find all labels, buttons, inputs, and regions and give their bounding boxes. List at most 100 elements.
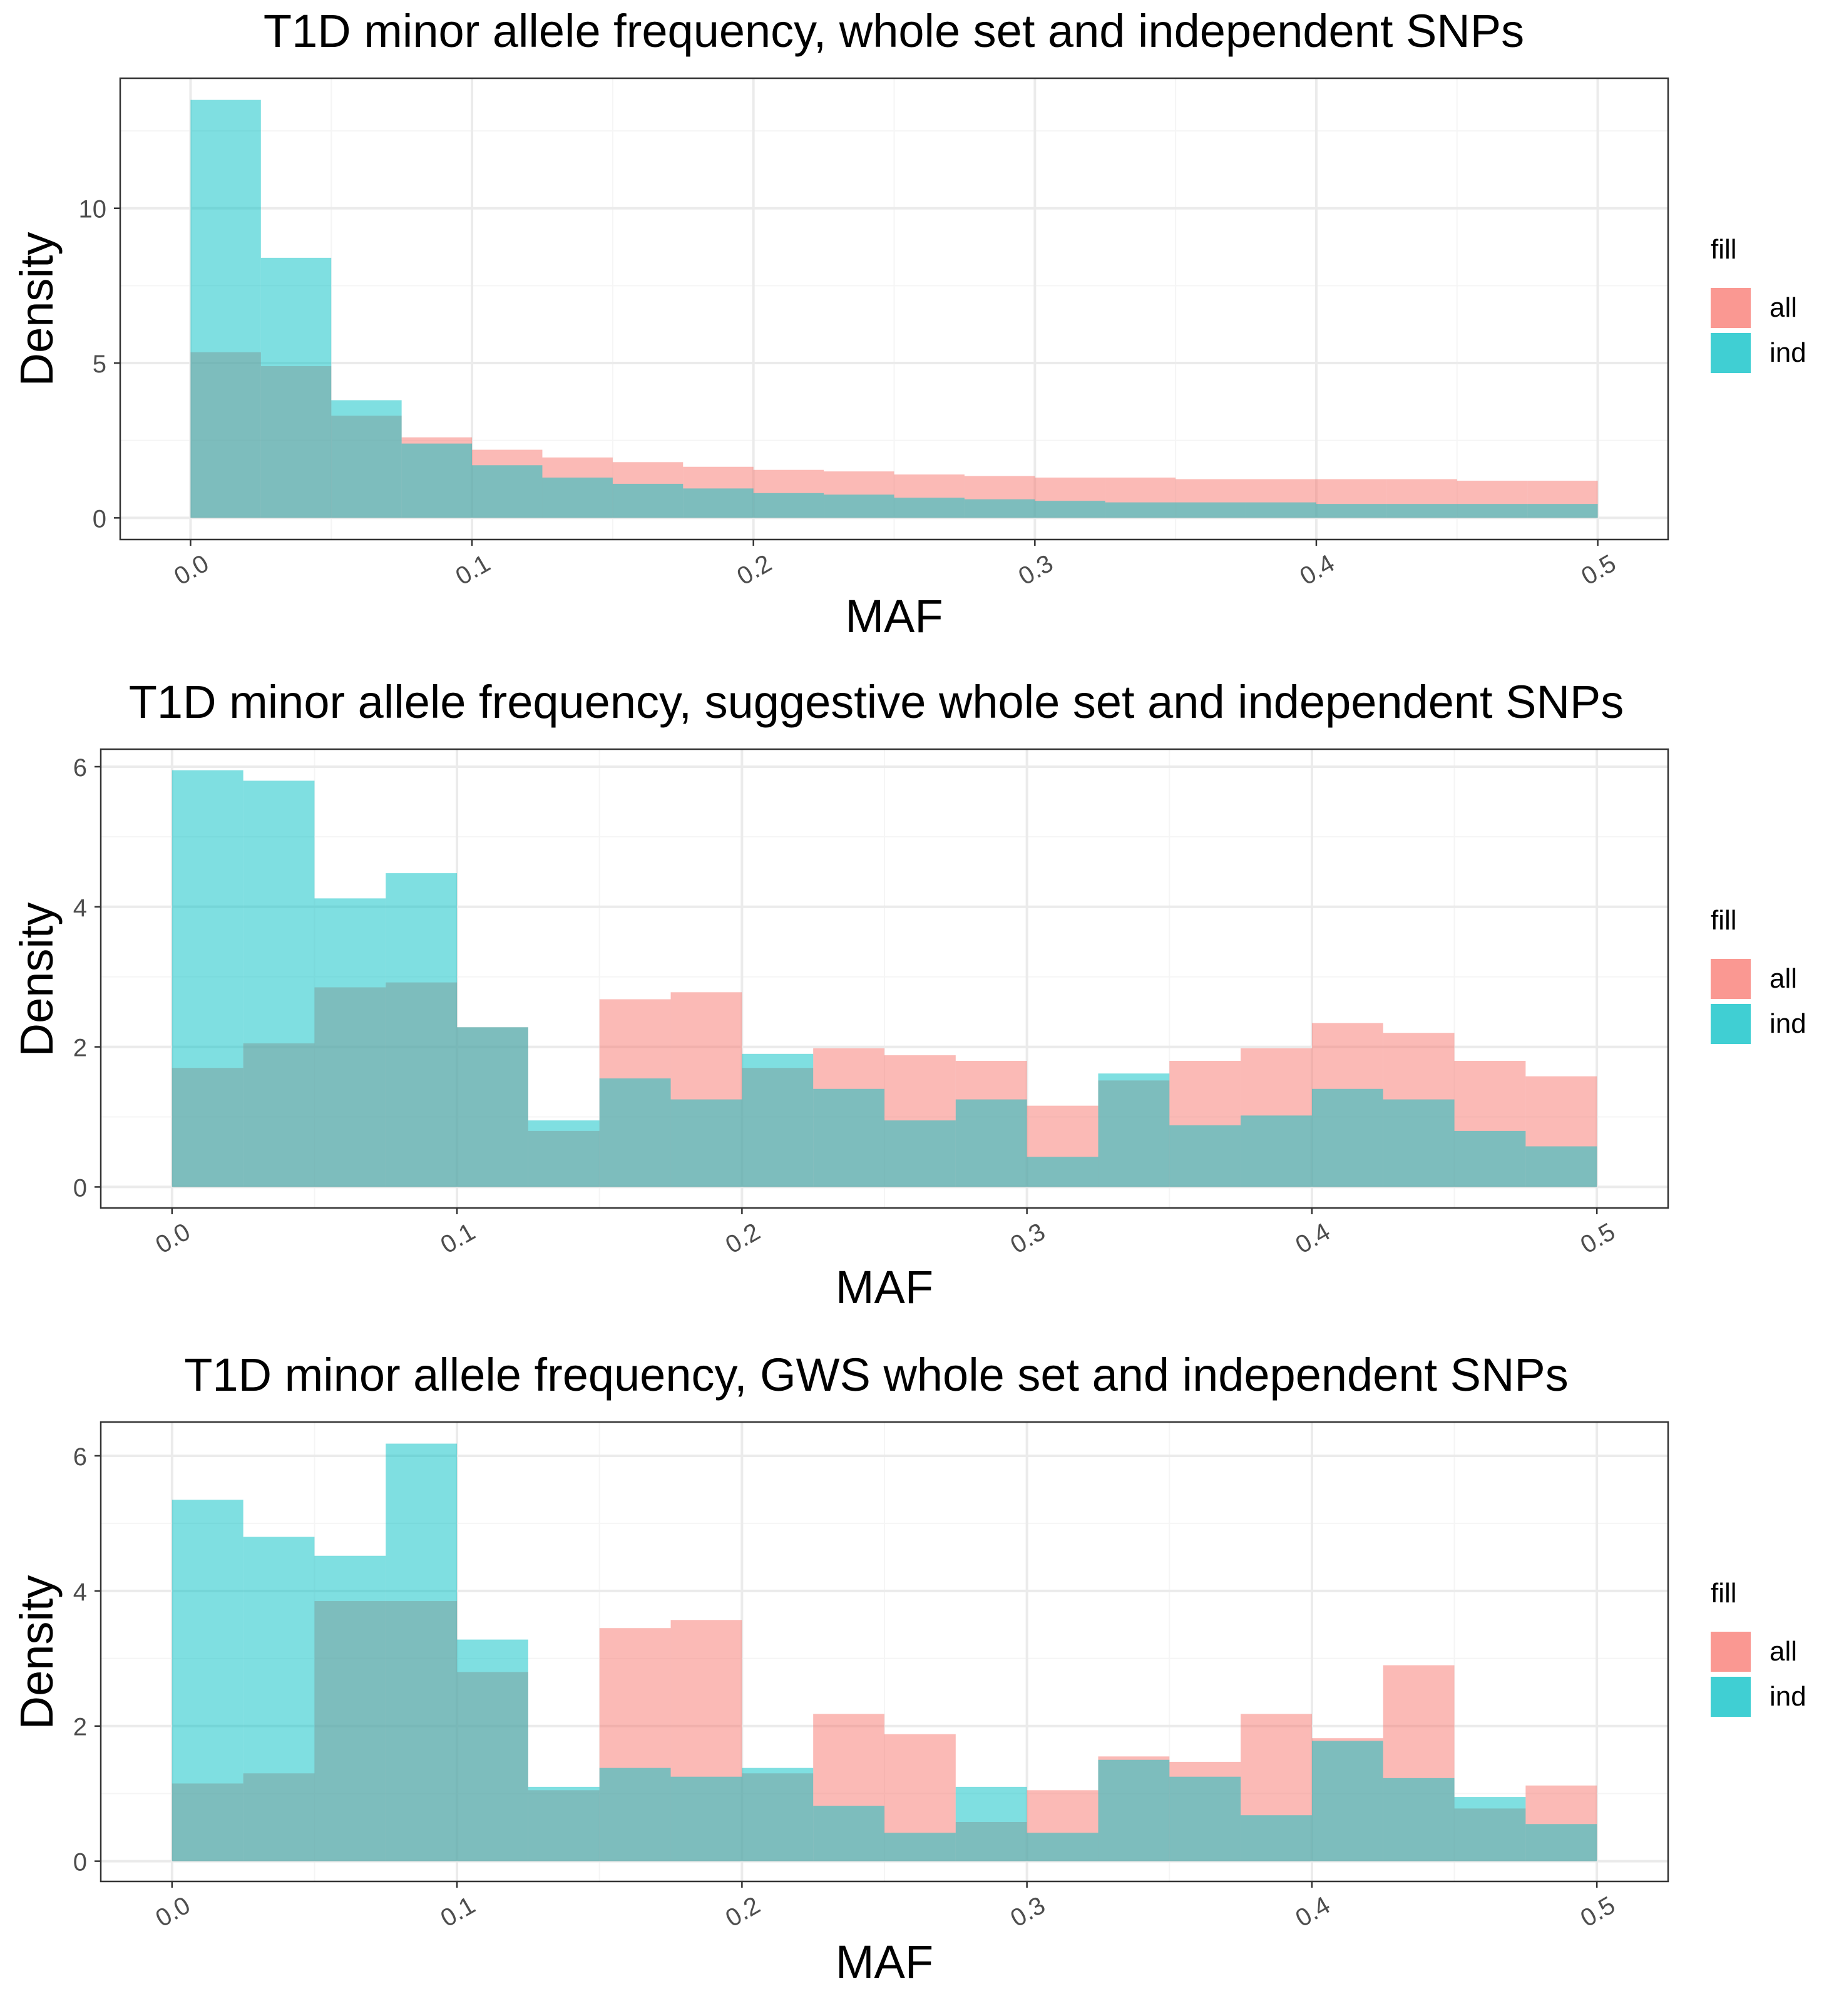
bar-ind-13: [1105, 502, 1176, 518]
bar-ind-2: [331, 400, 402, 518]
bar-ind-13: [1098, 1759, 1170, 1861]
x-tick-label: 0.0: [151, 1891, 195, 1933]
y-tick-label: 0: [73, 1849, 87, 1876]
panel-border: [119, 77, 1669, 541]
y-tick-label: 6: [73, 754, 87, 782]
bar-ind-2: [314, 898, 386, 1187]
bar-ind-11: [964, 499, 1035, 518]
x-tick-label: 0.1: [451, 550, 494, 591]
bar-ind-10: [894, 498, 965, 518]
bar-ind-4: [472, 465, 543, 518]
bar-ind-5: [528, 1786, 600, 1861]
bar-ind-3: [401, 443, 473, 518]
legend: fill all ind: [1711, 1578, 1806, 1717]
y-tick-label: 0: [73, 1174, 87, 1202]
x-axis-label: MAF: [845, 590, 943, 642]
bar-ind-10: [884, 1833, 956, 1861]
bar-ind-16: [1311, 1741, 1383, 1861]
bar-ind-18: [1454, 1130, 1526, 1187]
bar-ind-15: [1241, 1115, 1312, 1187]
bar-ind-18: [1457, 504, 1528, 518]
bar-ind-14: [1169, 1776, 1241, 1861]
bar-ind-15: [1241, 1815, 1312, 1861]
legend-label-ind: ind: [1770, 1008, 1806, 1039]
y-tick-label: 2: [73, 1714, 87, 1741]
x-tick-label: 0.3: [1006, 1891, 1050, 1933]
bar-ind-8: [753, 493, 824, 518]
y-axis-label: Density: [11, 232, 63, 387]
legend-label-all: all: [1770, 292, 1797, 323]
x-axis-label: MAF: [836, 1936, 933, 1988]
x-tick-label: 0.1: [436, 1218, 480, 1259]
bar-ind-18: [1454, 1797, 1526, 1861]
bar-ind-12: [1035, 501, 1105, 518]
chart-panel-1: 0 5 10 0.0 0.1 0.2 0.3 0.4 0.5 T1D minor allele f…: [11, 5, 1806, 642]
bar-ind-4: [457, 1027, 528, 1187]
bar-ind-1: [243, 1537, 315, 1861]
y-tick-label: 0: [93, 505, 106, 533]
bar-ind-6: [599, 1768, 671, 1861]
chart-title: T1D minor allele frequency, whole set an…: [264, 5, 1524, 57]
bar-ind-8: [742, 1053, 814, 1187]
bar-ind-9: [824, 494, 894, 518]
bar-ind-16: [1311, 1088, 1383, 1187]
legend-label-ind: ind: [1770, 1681, 1806, 1712]
x-tick-label: 0.3: [1006, 1218, 1050, 1259]
panel-border: [100, 1421, 1669, 1883]
bar-ind-16: [1316, 504, 1387, 518]
x-tick-label: 0.3: [1014, 550, 1058, 591]
bar-ind-19: [1527, 504, 1598, 518]
bar-ind-6: [599, 1078, 671, 1187]
legend-key-all: [1711, 288, 1751, 328]
bar-ind-11: [955, 1786, 1027, 1861]
bar-ind-5: [528, 1120, 600, 1187]
bar-ind-5: [542, 478, 613, 518]
y-tick-label: 4: [73, 894, 87, 922]
bar-ind-15: [1246, 502, 1316, 518]
bar-ind-12: [1027, 1157, 1099, 1187]
legend-key-ind: [1711, 333, 1751, 373]
y-tick-label: 6: [73, 1443, 87, 1471]
bar-ind-14: [1176, 502, 1246, 518]
bar-ind-14: [1169, 1125, 1241, 1187]
legend-label-all: all: [1770, 963, 1797, 994]
x-tick-label: 0.2: [721, 1891, 765, 1933]
chart-title: T1D minor allele frequency, suggestive w…: [129, 676, 1624, 728]
bar-ind-10: [884, 1120, 956, 1187]
x-tick-label: 0.4: [1291, 1218, 1334, 1259]
bar-ind-12: [1027, 1833, 1099, 1861]
bar-ind-1: [260, 257, 332, 518]
x-tick-label: 0.2: [721, 1218, 765, 1259]
bar-ind-0: [190, 100, 261, 518]
legend-key-all: [1711, 1632, 1751, 1672]
legend-key-ind: [1711, 1677, 1751, 1717]
bar-ind-19: [1525, 1824, 1597, 1861]
panel-border: [100, 748, 1669, 1209]
y-tick-label: 10: [79, 196, 107, 223]
bar-ind-17: [1386, 504, 1457, 518]
bar-ind-4: [457, 1639, 528, 1861]
x-tick-label: 0.5: [1576, 1218, 1620, 1259]
chart-panel-2: 0 2 4 6 0.0 0.1 0.2 0.3 0.4 0.5 T1D minor allele f…: [11, 676, 1806, 1313]
bar-ind-6: [612, 483, 684, 518]
x-tick-label: 0.4: [1295, 550, 1339, 591]
x-tick-label: 0.0: [151, 1218, 195, 1259]
x-tick-label: 0.5: [1577, 550, 1621, 591]
legend-label-ind: ind: [1770, 337, 1806, 368]
y-axis-label: Density: [11, 903, 63, 1057]
legend: fill all ind: [1711, 234, 1806, 373]
x-tick-label: 0.2: [732, 550, 776, 591]
bar-ind-8: [742, 1768, 814, 1861]
x-axis-label: MAF: [836, 1261, 933, 1313]
bar-ind-3: [386, 1443, 458, 1861]
bar-ind-9: [813, 1088, 884, 1187]
chart-title: T1D minor allele frequency, GWS whole se…: [184, 1349, 1569, 1401]
legend-key-ind: [1711, 1004, 1751, 1044]
bar-ind-19: [1525, 1146, 1597, 1187]
x-tick-label: 0.4: [1291, 1891, 1334, 1933]
bar-ind-7: [670, 1099, 742, 1187]
bar-ind-9: [813, 1806, 884, 1861]
bar-ind-7: [683, 488, 754, 518]
x-tick-label: 0.0: [170, 550, 213, 591]
